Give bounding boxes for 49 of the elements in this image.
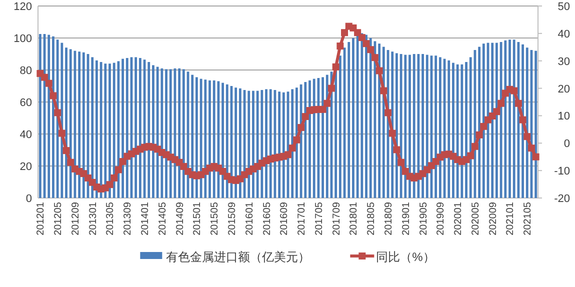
x-tick-label: 202009 <box>488 202 499 236</box>
bar <box>338 56 342 198</box>
y2-tick-label: 50 <box>558 1 570 13</box>
bar <box>348 42 350 198</box>
x-tick-label: 201505 <box>210 202 221 236</box>
x-tick-label: 201901 <box>400 202 412 236</box>
x-tick-label: 202105 <box>522 202 534 236</box>
x-tick-label: 201609 <box>279 202 290 236</box>
x-tick-label: 201405 <box>157 202 168 236</box>
x-tick-label: 201601 <box>244 202 256 236</box>
bar <box>352 38 354 198</box>
y-tick-label: 60 <box>20 97 32 109</box>
x-tick-label: 201209 <box>70 202 82 236</box>
y2-tick-label: 10 <box>558 110 570 123</box>
legend-label: 同比（%） <box>376 250 435 264</box>
y2-tick-label: 40 <box>558 28 570 40</box>
x-tick-label: 201805 <box>366 202 378 236</box>
x-tick-label: 201401 <box>140 202 152 236</box>
legend-label: 有色金属进口额（亿美元） <box>166 250 310 264</box>
y-tick-label: 120 <box>14 1 32 13</box>
y2-tick-label: 30 <box>558 56 570 68</box>
x-tick-label: 201501 <box>192 202 204 236</box>
x-tick-label: 201409 <box>174 202 186 236</box>
x-tick-label: 201909 <box>436 202 447 236</box>
x-tick-label: 201509 <box>226 202 238 236</box>
y-tick-label: 40 <box>20 129 32 141</box>
x-tick-label: 201709 <box>331 202 342 236</box>
y-tick-label: 0 <box>26 193 32 205</box>
x-tick-label: 201201 <box>36 202 47 236</box>
x-tick-label: 201305 <box>105 202 116 236</box>
x-tick-label: 201801 <box>348 202 360 236</box>
x-tick-label: 202001 <box>453 202 464 236</box>
x-tick-label: 201205 <box>53 202 64 236</box>
x-tick-label: 201309 <box>122 202 134 236</box>
y-tick-label: 20 <box>20 161 32 173</box>
y2-tick-label: 20 <box>558 83 570 96</box>
y2-tick-label: -10 <box>554 166 570 178</box>
x-tick-label: 201701 <box>296 202 308 236</box>
y2-tick-label: 0 <box>564 138 570 150</box>
x-tick-label: 201705 <box>314 202 325 236</box>
x-tick-label: 201605 <box>262 202 273 236</box>
x-tick-label: 201301 <box>88 202 99 236</box>
y-tick-label: 80 <box>20 65 32 77</box>
x-tick-label: 202101 <box>505 202 516 236</box>
x-tick-label: 202005 <box>470 202 482 236</box>
y2-tick-label: -20 <box>554 193 570 205</box>
x-tick-label: 201809 <box>384 202 394 236</box>
x-tick-label: 201905 <box>418 202 430 236</box>
y-tick-label: 100 <box>14 33 32 45</box>
